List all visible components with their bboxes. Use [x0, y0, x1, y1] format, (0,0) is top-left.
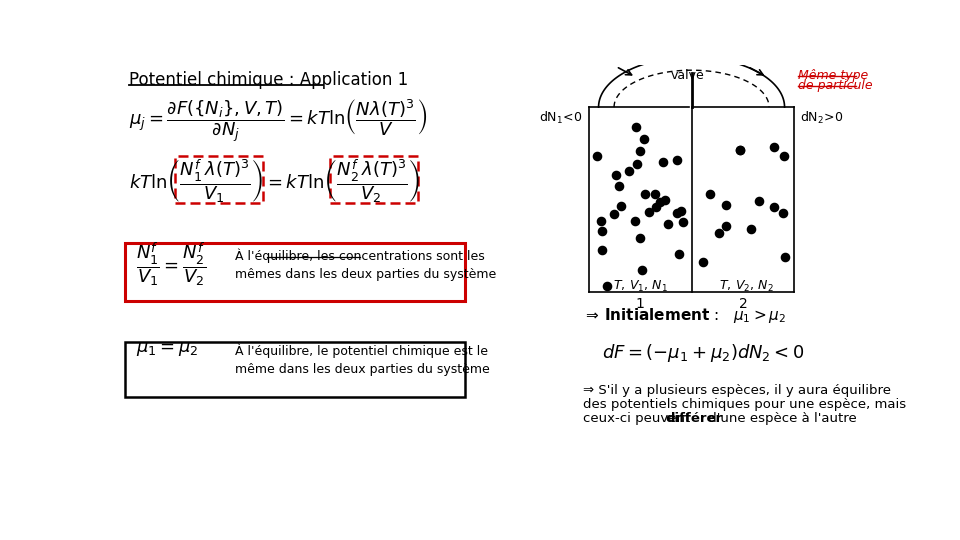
Point: [778, 253, 793, 261]
Text: 2: 2: [738, 298, 747, 312]
Point: [609, 171, 624, 179]
Point: [767, 203, 782, 212]
Text: $\mathrm{dN_1\!<\!0}$: $\mathrm{dN_1\!<\!0}$: [539, 110, 583, 126]
Text: $T,\,V_2,\,N_2$: $T,\,V_2,\,N_2$: [719, 279, 775, 294]
Point: [655, 158, 670, 166]
Text: À l'équilibre, les concentrations sont les
mêmes dans les deux parties du systèm: À l'équilibre, les concentrations sont l…: [234, 248, 496, 281]
Point: [660, 220, 675, 228]
Point: [732, 146, 748, 154]
Point: [649, 202, 664, 211]
Text: $T,\,V_1,\,N_1$: $T,\,V_1,\,N_1$: [612, 279, 668, 294]
Point: [622, 166, 637, 175]
Point: [594, 246, 610, 254]
Text: $\mathrm{dN_2\!>\!0}$: $\mathrm{dN_2\!>\!0}$: [801, 110, 844, 126]
Text: différer: différer: [665, 412, 723, 425]
Point: [744, 225, 759, 233]
Text: $kT \ln\!\left(\dfrac{N_1^f\,\lambda(T)^3}{V_1}\right) = kT \ln\!\left(\dfrac{N_: $kT \ln\!\left(\dfrac{N_1^f\,\lambda(T)^…: [130, 157, 420, 205]
Text: d'une espèce à l'autre: d'une espèce à l'autre: [705, 412, 857, 425]
Point: [669, 156, 684, 164]
Point: [594, 227, 610, 235]
Text: Même type: Même type: [798, 69, 869, 82]
Point: [711, 229, 727, 238]
Text: $\mu_j = \dfrac{\partial F(\{N_i\}, V, T)}{\partial N_j} = kT \ln\!\left(\dfrac{: $\mu_j = \dfrac{\partial F(\{N_i\}, V, T…: [130, 97, 427, 144]
Text: de particule: de particule: [798, 79, 873, 92]
Text: des potentiels chimiques pour une espèce, mais: des potentiels chimiques pour une espèce…: [583, 398, 906, 411]
Point: [636, 190, 652, 199]
Point: [648, 190, 663, 199]
Point: [636, 135, 652, 144]
Point: [633, 233, 648, 242]
Text: $\Rightarrow\,\mathbf{Initialement}$ :   $\mu_1 > \mu_2$: $\Rightarrow\,\mathbf{Initialement}$ : $…: [583, 306, 786, 325]
Point: [607, 210, 622, 218]
Text: $\mu_1 = \mu_2$: $\mu_1 = \mu_2$: [135, 340, 198, 357]
Point: [718, 201, 733, 210]
Point: [627, 217, 642, 225]
Point: [676, 218, 691, 226]
Text: À l'équilibre, le potentiel chimique est le
même dans les deux parties du systèm: À l'équilibre, le potentiel chimique est…: [234, 343, 490, 376]
Point: [718, 221, 733, 230]
Point: [613, 201, 629, 210]
Point: [776, 209, 791, 218]
Text: $\dfrac{N_1^f}{V_1} = \dfrac{N_2^f}{V_2}$: $\dfrac{N_1^f}{V_1} = \dfrac{N_2^f}{V_2}…: [135, 240, 205, 288]
Point: [641, 208, 657, 217]
Point: [669, 209, 684, 218]
Text: 1: 1: [636, 298, 645, 312]
Point: [589, 152, 605, 160]
Text: valve: valve: [671, 69, 705, 82]
Point: [766, 142, 781, 151]
Point: [732, 145, 747, 154]
Point: [695, 258, 710, 266]
Point: [628, 123, 643, 132]
Point: [633, 147, 648, 156]
Point: [653, 198, 668, 207]
Point: [777, 152, 792, 160]
Text: Potentiel chimique : Application 1: Potentiel chimique : Application 1: [130, 71, 409, 89]
Point: [658, 195, 673, 204]
Text: ceux-ci peuvent: ceux-ci peuvent: [583, 412, 694, 425]
Point: [612, 181, 627, 190]
Point: [752, 197, 767, 205]
Text: ⇒ S'il y a plusieurs espèces, il y aura équilibre: ⇒ S'il y a plusieurs espèces, il y aura …: [583, 384, 891, 397]
Point: [593, 217, 609, 225]
Point: [673, 207, 688, 215]
Text: $dF = \left(-\mu_1 + \mu_2\right)dN_2 < 0$: $dF = \left(-\mu_1 + \mu_2\right)dN_2 < …: [602, 342, 804, 364]
Point: [630, 160, 645, 168]
Point: [671, 250, 686, 259]
Point: [635, 265, 650, 274]
Point: [599, 281, 614, 290]
Point: [702, 190, 717, 199]
